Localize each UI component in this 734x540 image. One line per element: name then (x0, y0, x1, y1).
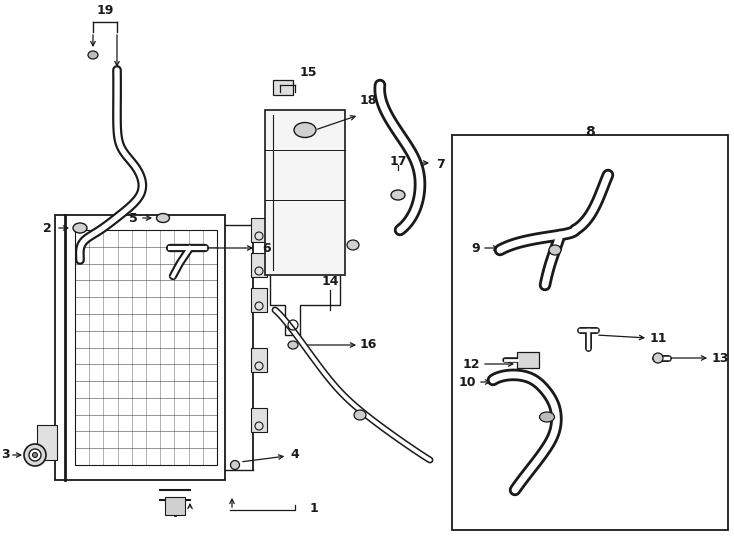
Ellipse shape (73, 223, 87, 233)
Ellipse shape (24, 444, 46, 466)
Text: 18: 18 (360, 93, 377, 106)
Bar (452, 135, 728, 530)
Text: 8: 8 (585, 125, 595, 139)
Ellipse shape (549, 245, 561, 255)
Text: 6: 6 (262, 241, 271, 254)
Ellipse shape (29, 449, 41, 461)
Ellipse shape (230, 461, 239, 469)
Ellipse shape (32, 453, 37, 457)
Ellipse shape (294, 123, 316, 138)
Ellipse shape (653, 353, 663, 363)
Text: 4: 4 (243, 449, 299, 462)
Bar (265, 110, 345, 275)
Ellipse shape (391, 190, 405, 200)
Bar (273, 80, 293, 95)
Text: 16: 16 (360, 339, 377, 352)
Bar (165, 497, 185, 515)
Text: 19: 19 (96, 3, 114, 17)
Bar (251, 253, 267, 277)
Text: 10: 10 (459, 375, 476, 388)
Text: 11: 11 (650, 332, 667, 345)
Bar (517, 352, 539, 368)
Text: 12: 12 (462, 357, 480, 370)
Bar (251, 288, 267, 312)
Bar (251, 348, 267, 372)
Ellipse shape (156, 213, 170, 222)
Bar (251, 408, 267, 432)
Text: 9: 9 (471, 241, 480, 254)
Bar (251, 218, 267, 242)
Text: 13: 13 (712, 352, 730, 365)
Text: 5: 5 (129, 212, 138, 225)
Ellipse shape (288, 341, 298, 349)
Ellipse shape (347, 240, 359, 250)
Text: 2: 2 (43, 221, 52, 234)
Text: 7: 7 (436, 159, 445, 172)
Text: 14: 14 (321, 275, 339, 288)
Text: 15: 15 (300, 65, 318, 78)
Ellipse shape (354, 410, 366, 420)
Bar (75, 230, 217, 465)
Text: 17: 17 (389, 155, 407, 168)
Bar (37, 425, 57, 460)
Bar (55, 215, 225, 480)
Ellipse shape (539, 412, 554, 422)
Text: 3: 3 (1, 449, 10, 462)
Ellipse shape (88, 51, 98, 59)
Text: 1: 1 (310, 502, 319, 515)
